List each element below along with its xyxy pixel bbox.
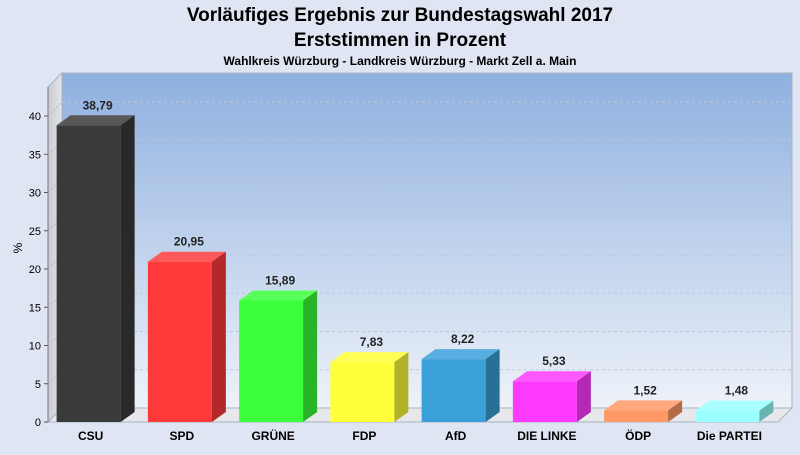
bar-side	[211, 251, 226, 422]
bar-value-label: 7,83	[360, 335, 384, 349]
category-label: ÖDP	[625, 428, 651, 443]
bar-side	[759, 400, 774, 422]
y-tick-label: 10	[29, 341, 41, 353]
bar	[56, 125, 121, 422]
plot-area: 0 5 10 15 20 25 30 35 40 38,79 CSU 20,95 SPD 15,89 GRÜ…	[29, 71, 794, 443]
bar-value-label: 20,95	[174, 235, 204, 249]
chart-subtitle: Erststimmen in Prozent	[294, 30, 507, 51]
bar	[604, 410, 669, 422]
bar-top	[147, 251, 226, 262]
category-label: Die PARTEI	[697, 429, 762, 443]
y-tick-label: 20	[29, 264, 41, 276]
bar-top	[330, 352, 409, 363]
bar-top	[512, 371, 591, 382]
bar	[512, 381, 577, 422]
bar-side	[576, 371, 591, 422]
y-tick-label: 30	[29, 188, 41, 200]
category-label: CSU	[78, 429, 103, 443]
y-tick-label: 15	[29, 302, 41, 314]
bar	[330, 362, 395, 422]
bar-side	[668, 400, 683, 422]
y-tick-label: 25	[29, 226, 41, 238]
y-tick-label: 0	[35, 417, 41, 429]
y-tick-label: 35	[29, 149, 41, 161]
y-axis-label: %	[11, 242, 25, 253]
bar-top	[56, 115, 135, 126]
bar-value-label: 38,79	[83, 98, 113, 112]
bar-top	[239, 290, 318, 301]
bar-top	[604, 400, 683, 411]
bar	[695, 410, 760, 422]
chart-caption: Wahlkreis Würzburg - Landkreis Würzburg …	[224, 54, 577, 68]
y-tick-label: 40	[29, 111, 41, 123]
bar-side	[485, 349, 500, 422]
bar-top	[695, 400, 774, 411]
bar	[147, 261, 212, 422]
category-label: GRÜNE	[251, 428, 294, 443]
bar-value-label: 15,89	[265, 273, 295, 287]
bar	[239, 300, 304, 422]
bar-side	[120, 115, 135, 422]
bar	[421, 359, 486, 422]
bar-side	[303, 290, 318, 422]
bar-side	[394, 352, 409, 422]
bar-top	[421, 349, 500, 360]
y-tick-label: 5	[35, 379, 41, 391]
bar-value-label: 5,33	[542, 354, 566, 368]
category-label: SPD	[170, 429, 195, 443]
bar-value-label: 1,52	[633, 383, 657, 397]
category-label: AfD	[445, 429, 467, 443]
category-label: FDP	[352, 429, 376, 443]
chart-title: Vorläufiges Ergebnis zur Bundestagswahl …	[187, 5, 613, 26]
category-label: DIE LINKE	[517, 429, 576, 443]
bar-value-label: 1,48	[725, 384, 749, 398]
grid-line-side	[47, 101, 63, 117]
bar-value-label: 8,22	[451, 332, 475, 346]
